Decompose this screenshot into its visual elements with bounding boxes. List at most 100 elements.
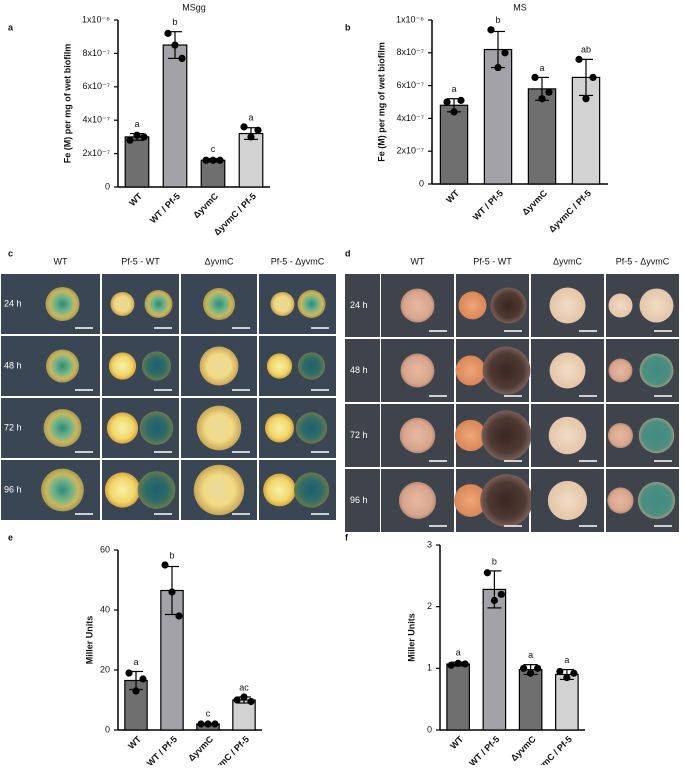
- replicate-point: [233, 696, 241, 704]
- row-label: 48 h: [4, 360, 22, 370]
- y-tick-label: 4x10⁻⁷: [82, 115, 110, 125]
- column-header: Pf-5 - WT: [473, 256, 512, 266]
- replicate-point: [563, 673, 571, 682]
- replicate-point: [575, 55, 583, 63]
- column-header: WT: [54, 256, 68, 266]
- panel-letter: c: [8, 248, 13, 258]
- bar: [124, 136, 150, 188]
- significance-letter: ac: [239, 682, 249, 692]
- colony: [607, 487, 634, 514]
- replicate-point: [494, 63, 502, 72]
- replicate-point: [247, 697, 255, 706]
- replicate-point: [202, 156, 210, 164]
- significance-letter: a: [456, 648, 461, 658]
- replicate-point: [457, 96, 465, 104]
- y-tick-label: 0: [105, 181, 110, 191]
- colony: [480, 474, 533, 527]
- colony: [454, 419, 487, 452]
- replicate-point: [204, 720, 212, 728]
- y-tick-label: 0: [427, 724, 432, 734]
- colony: [139, 411, 174, 445]
- colony: [454, 484, 487, 517]
- y-tick-label: 1x10⁻⁶: [396, 14, 424, 24]
- colony: [110, 292, 135, 316]
- colony: [203, 288, 235, 320]
- x-tick-label: ΔyvmC: [186, 734, 215, 763]
- colony: [400, 288, 435, 323]
- significance-letter: b: [169, 550, 174, 560]
- replicate-point: [520, 664, 528, 672]
- bar: [238, 132, 264, 188]
- bar: [518, 668, 543, 731]
- significance-letter: a: [133, 657, 138, 667]
- colony: [400, 353, 435, 388]
- significance-letter: c: [206, 708, 211, 718]
- bar: [555, 673, 579, 731]
- colony: [45, 349, 80, 383]
- colony: [399, 417, 436, 454]
- replicate-point: [534, 664, 542, 672]
- replicate-point: [490, 596, 498, 605]
- colony: [297, 352, 326, 380]
- bar: [162, 44, 188, 188]
- bar: [482, 588, 507, 731]
- replicate-point: [168, 588, 176, 596]
- replicate-point: [556, 667, 564, 676]
- x-tick-label: ΔyvmC: [509, 734, 538, 763]
- x-tick-label: ΔyvmC: [520, 188, 549, 217]
- row-label: 72 h: [4, 422, 22, 432]
- replicate-point: [450, 108, 458, 116]
- colony: [608, 358, 633, 383]
- x-tick-label: WT / Pf-5: [145, 734, 179, 765]
- significance-letter: c: [211, 144, 216, 154]
- row-label: 48 h: [350, 365, 368, 375]
- bar: [446, 663, 470, 731]
- replicate-point: [209, 156, 217, 164]
- replicate-point: [164, 29, 172, 37]
- chart-title: MSgg: [182, 2, 206, 12]
- replicate-point: [247, 133, 255, 141]
- colony: [455, 355, 486, 386]
- colony: [549, 352, 586, 389]
- colony: [45, 287, 80, 321]
- x-tick-label: WT / Pf-5: [471, 188, 505, 222]
- y-tick-label: 4x10⁻⁷: [396, 113, 424, 123]
- replicate-point: [211, 720, 219, 728]
- colony: [637, 481, 676, 520]
- replicate-point: [161, 561, 169, 569]
- significance-letter: ab: [581, 45, 591, 55]
- column-header: Pf-5 - ΔyvmC: [271, 256, 325, 266]
- colony: [295, 412, 328, 444]
- colony: [547, 480, 588, 521]
- bar: [439, 104, 469, 185]
- column-header: Pf-5 - ΔyvmC: [616, 256, 670, 266]
- replicate-point: [175, 612, 183, 620]
- replicate-point: [487, 26, 495, 34]
- y-axis-label: Miller Units: [406, 613, 416, 662]
- panel-letter: b: [345, 22, 351, 32]
- replicate-point: [133, 131, 141, 139]
- colony: [43, 409, 82, 447]
- significance-letter: b: [492, 556, 497, 566]
- photo-cell: [345, 274, 380, 337]
- colony: [104, 472, 141, 508]
- colony: [639, 288, 674, 323]
- column-header: ΔyvmC: [204, 256, 234, 266]
- significance-letter: b: [495, 15, 500, 25]
- y-tick-label: 1: [427, 663, 432, 673]
- replicate-point: [531, 73, 539, 81]
- y-tick-label: 40: [100, 604, 110, 614]
- replicate-point: [240, 123, 248, 131]
- row-label: 24 h: [4, 298, 22, 308]
- x-tick-label: WT / Pf-5: [148, 191, 182, 225]
- significance-letter: a: [248, 112, 253, 122]
- colony: [266, 353, 293, 379]
- panel-letter: f: [345, 532, 349, 542]
- replicate-point: [501, 49, 509, 57]
- colony: [141, 351, 172, 381]
- colony: [293, 472, 330, 508]
- y-tick-label: 2x10⁻⁷: [396, 146, 424, 156]
- replicate-point: [125, 669, 133, 677]
- y-tick-label: 3: [427, 539, 432, 549]
